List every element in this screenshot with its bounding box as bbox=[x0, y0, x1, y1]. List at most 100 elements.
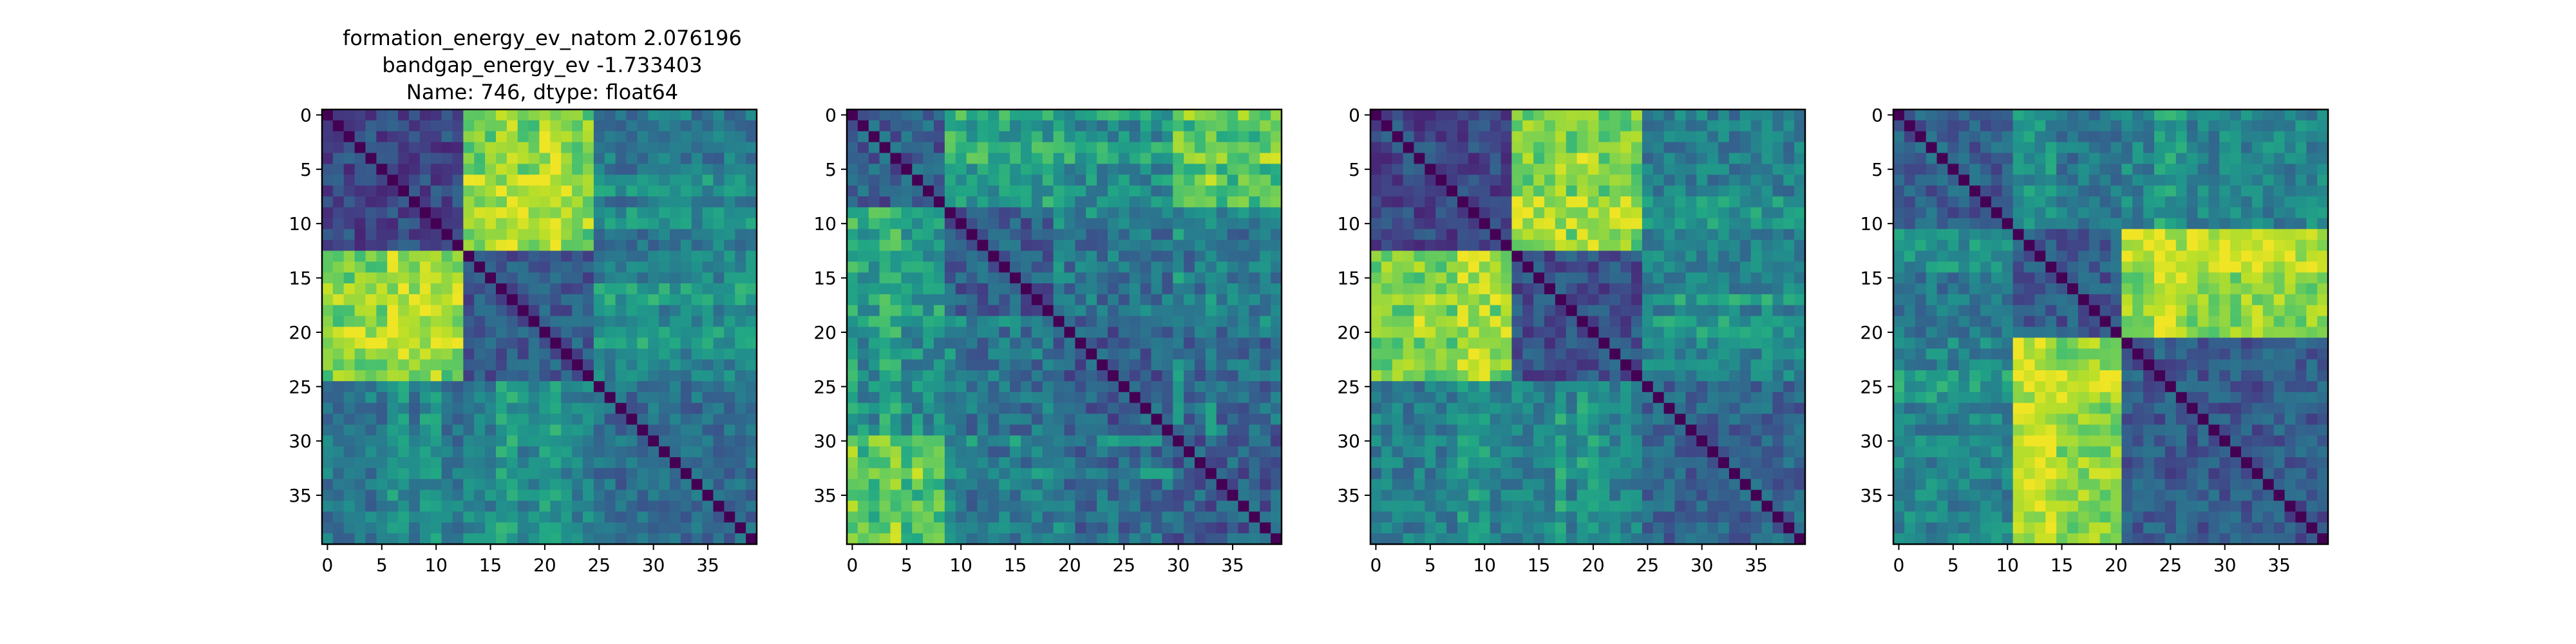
heatmap-cell bbox=[1642, 402, 1654, 415]
heatmap-cell bbox=[857, 522, 869, 534]
heatmap-cell bbox=[1031, 446, 1043, 458]
heatmap-cell bbox=[724, 294, 735, 306]
heatmap-cell bbox=[1674, 283, 1686, 295]
heatmap-cell bbox=[1446, 240, 1458, 251]
heatmap-cell bbox=[1021, 109, 1032, 121]
heatmap-cell bbox=[1435, 218, 1447, 230]
heatmap-cell bbox=[1173, 175, 1184, 186]
heatmap-cell bbox=[1468, 337, 1480, 349]
heatmap-cell bbox=[1696, 533, 1708, 545]
heatmap-cell bbox=[1544, 402, 1556, 415]
heatmap-cell bbox=[1381, 392, 1393, 404]
heatmap-cell bbox=[1249, 316, 1260, 328]
heatmap-cell bbox=[1381, 522, 1393, 534]
x-tick-label: 35 bbox=[1221, 554, 1244, 576]
heatmap-cell bbox=[1238, 370, 1249, 382]
heatmap-cell bbox=[332, 489, 345, 502]
heatmap-cell bbox=[1609, 251, 1621, 262]
heatmap-cell bbox=[485, 402, 497, 415]
heatmap-cell bbox=[1381, 489, 1393, 502]
heatmap-cell bbox=[1097, 533, 1108, 545]
heatmap-cell bbox=[1173, 468, 1184, 480]
heatmap-cell bbox=[1053, 402, 1065, 415]
heatmap-cell bbox=[648, 522, 659, 534]
heatmap-cell bbox=[2230, 120, 2242, 132]
heatmap-cell bbox=[1118, 153, 1130, 164]
heatmap-cell bbox=[583, 294, 594, 306]
heatmap-cell bbox=[868, 468, 880, 480]
heatmap-cell bbox=[999, 316, 1010, 328]
heatmap-cell bbox=[1021, 424, 1032, 436]
heatmap-cell bbox=[1097, 142, 1108, 154]
heatmap-cell bbox=[615, 218, 627, 230]
x-tick-label: 0 bbox=[322, 554, 334, 576]
heatmap-cell bbox=[496, 348, 507, 360]
heatmap-cell bbox=[1631, 489, 1643, 502]
heatmap-cell bbox=[1216, 294, 1228, 306]
heatmap-cell bbox=[1392, 185, 1404, 197]
heatmap-cell bbox=[550, 327, 562, 338]
heatmap-cell bbox=[847, 402, 858, 415]
heatmap-cell bbox=[1794, 196, 1806, 208]
heatmap-cell bbox=[659, 283, 670, 295]
heatmap-cell bbox=[1271, 359, 1282, 371]
heatmap-cell bbox=[1663, 435, 1676, 447]
heatmap-cell bbox=[1370, 511, 1382, 523]
heatmap-cell bbox=[1653, 381, 1665, 393]
heatmap-cell bbox=[1696, 327, 1708, 338]
heatmap-cell bbox=[691, 337, 703, 349]
heatmap-cell bbox=[2241, 109, 2253, 121]
heatmap-cell bbox=[648, 175, 659, 186]
heatmap-cell bbox=[955, 196, 967, 208]
heatmap-cell bbox=[1620, 392, 1632, 404]
heatmap-cell bbox=[1642, 457, 1654, 469]
heatmap-cell bbox=[1511, 305, 1523, 317]
heatmap-cell bbox=[626, 511, 638, 523]
heatmap-cell bbox=[1718, 337, 1730, 349]
heatmap-cell bbox=[923, 468, 934, 480]
heatmap-cell bbox=[517, 240, 529, 251]
heatmap-cell bbox=[1761, 283, 1773, 295]
heatmap-cell bbox=[857, 337, 869, 349]
heatmap-cell bbox=[1403, 120, 1415, 132]
heatmap-cell bbox=[561, 522, 573, 534]
heatmap-cell bbox=[1718, 392, 1730, 404]
heatmap-cell bbox=[879, 478, 891, 491]
heatmap-cell bbox=[626, 327, 638, 338]
heatmap-cell bbox=[1021, 153, 1032, 164]
heatmap-cell bbox=[1620, 478, 1632, 491]
y-tick-label: 35 bbox=[289, 485, 312, 506]
heatmap-cell bbox=[1783, 316, 1795, 328]
heatmap-cell bbox=[419, 142, 431, 154]
heatmap-cell bbox=[1761, 392, 1773, 404]
heatmap-cell bbox=[1750, 305, 1763, 317]
heatmap-cell bbox=[419, 229, 431, 241]
heatmap-cell bbox=[1522, 337, 1534, 349]
heatmap-cell bbox=[1479, 305, 1491, 317]
heatmap-cell bbox=[496, 261, 507, 273]
heatmap-cell bbox=[1205, 294, 1217, 306]
heatmap-cell bbox=[966, 446, 978, 458]
heatmap-cell bbox=[912, 109, 923, 121]
heatmap-cell bbox=[1184, 457, 1195, 469]
heatmap-cell bbox=[561, 142, 573, 154]
heatmap-cell bbox=[724, 218, 735, 230]
heatmap-cell bbox=[1674, 120, 1686, 132]
heatmap-cell bbox=[1631, 175, 1643, 186]
heatmap-cell bbox=[1728, 109, 1741, 121]
heatmap-cell bbox=[1031, 327, 1043, 338]
heatmap-cell bbox=[702, 359, 714, 371]
heatmap-cell bbox=[583, 478, 594, 491]
heatmap-cell bbox=[1053, 294, 1065, 306]
heatmap-cell bbox=[1750, 164, 1763, 175]
heatmap-cell bbox=[1663, 413, 1676, 425]
heatmap-cell bbox=[1140, 164, 1152, 175]
heatmap-cell bbox=[452, 261, 464, 273]
heatmap-cell bbox=[1577, 251, 1589, 262]
heatmap-cell bbox=[1053, 424, 1065, 436]
heatmap-cell bbox=[1609, 337, 1621, 349]
heatmap-cell bbox=[1598, 283, 1610, 295]
heatmap-cell bbox=[1511, 316, 1523, 328]
heatmap-cell bbox=[1642, 522, 1654, 534]
heatmap-cell bbox=[1249, 446, 1260, 458]
